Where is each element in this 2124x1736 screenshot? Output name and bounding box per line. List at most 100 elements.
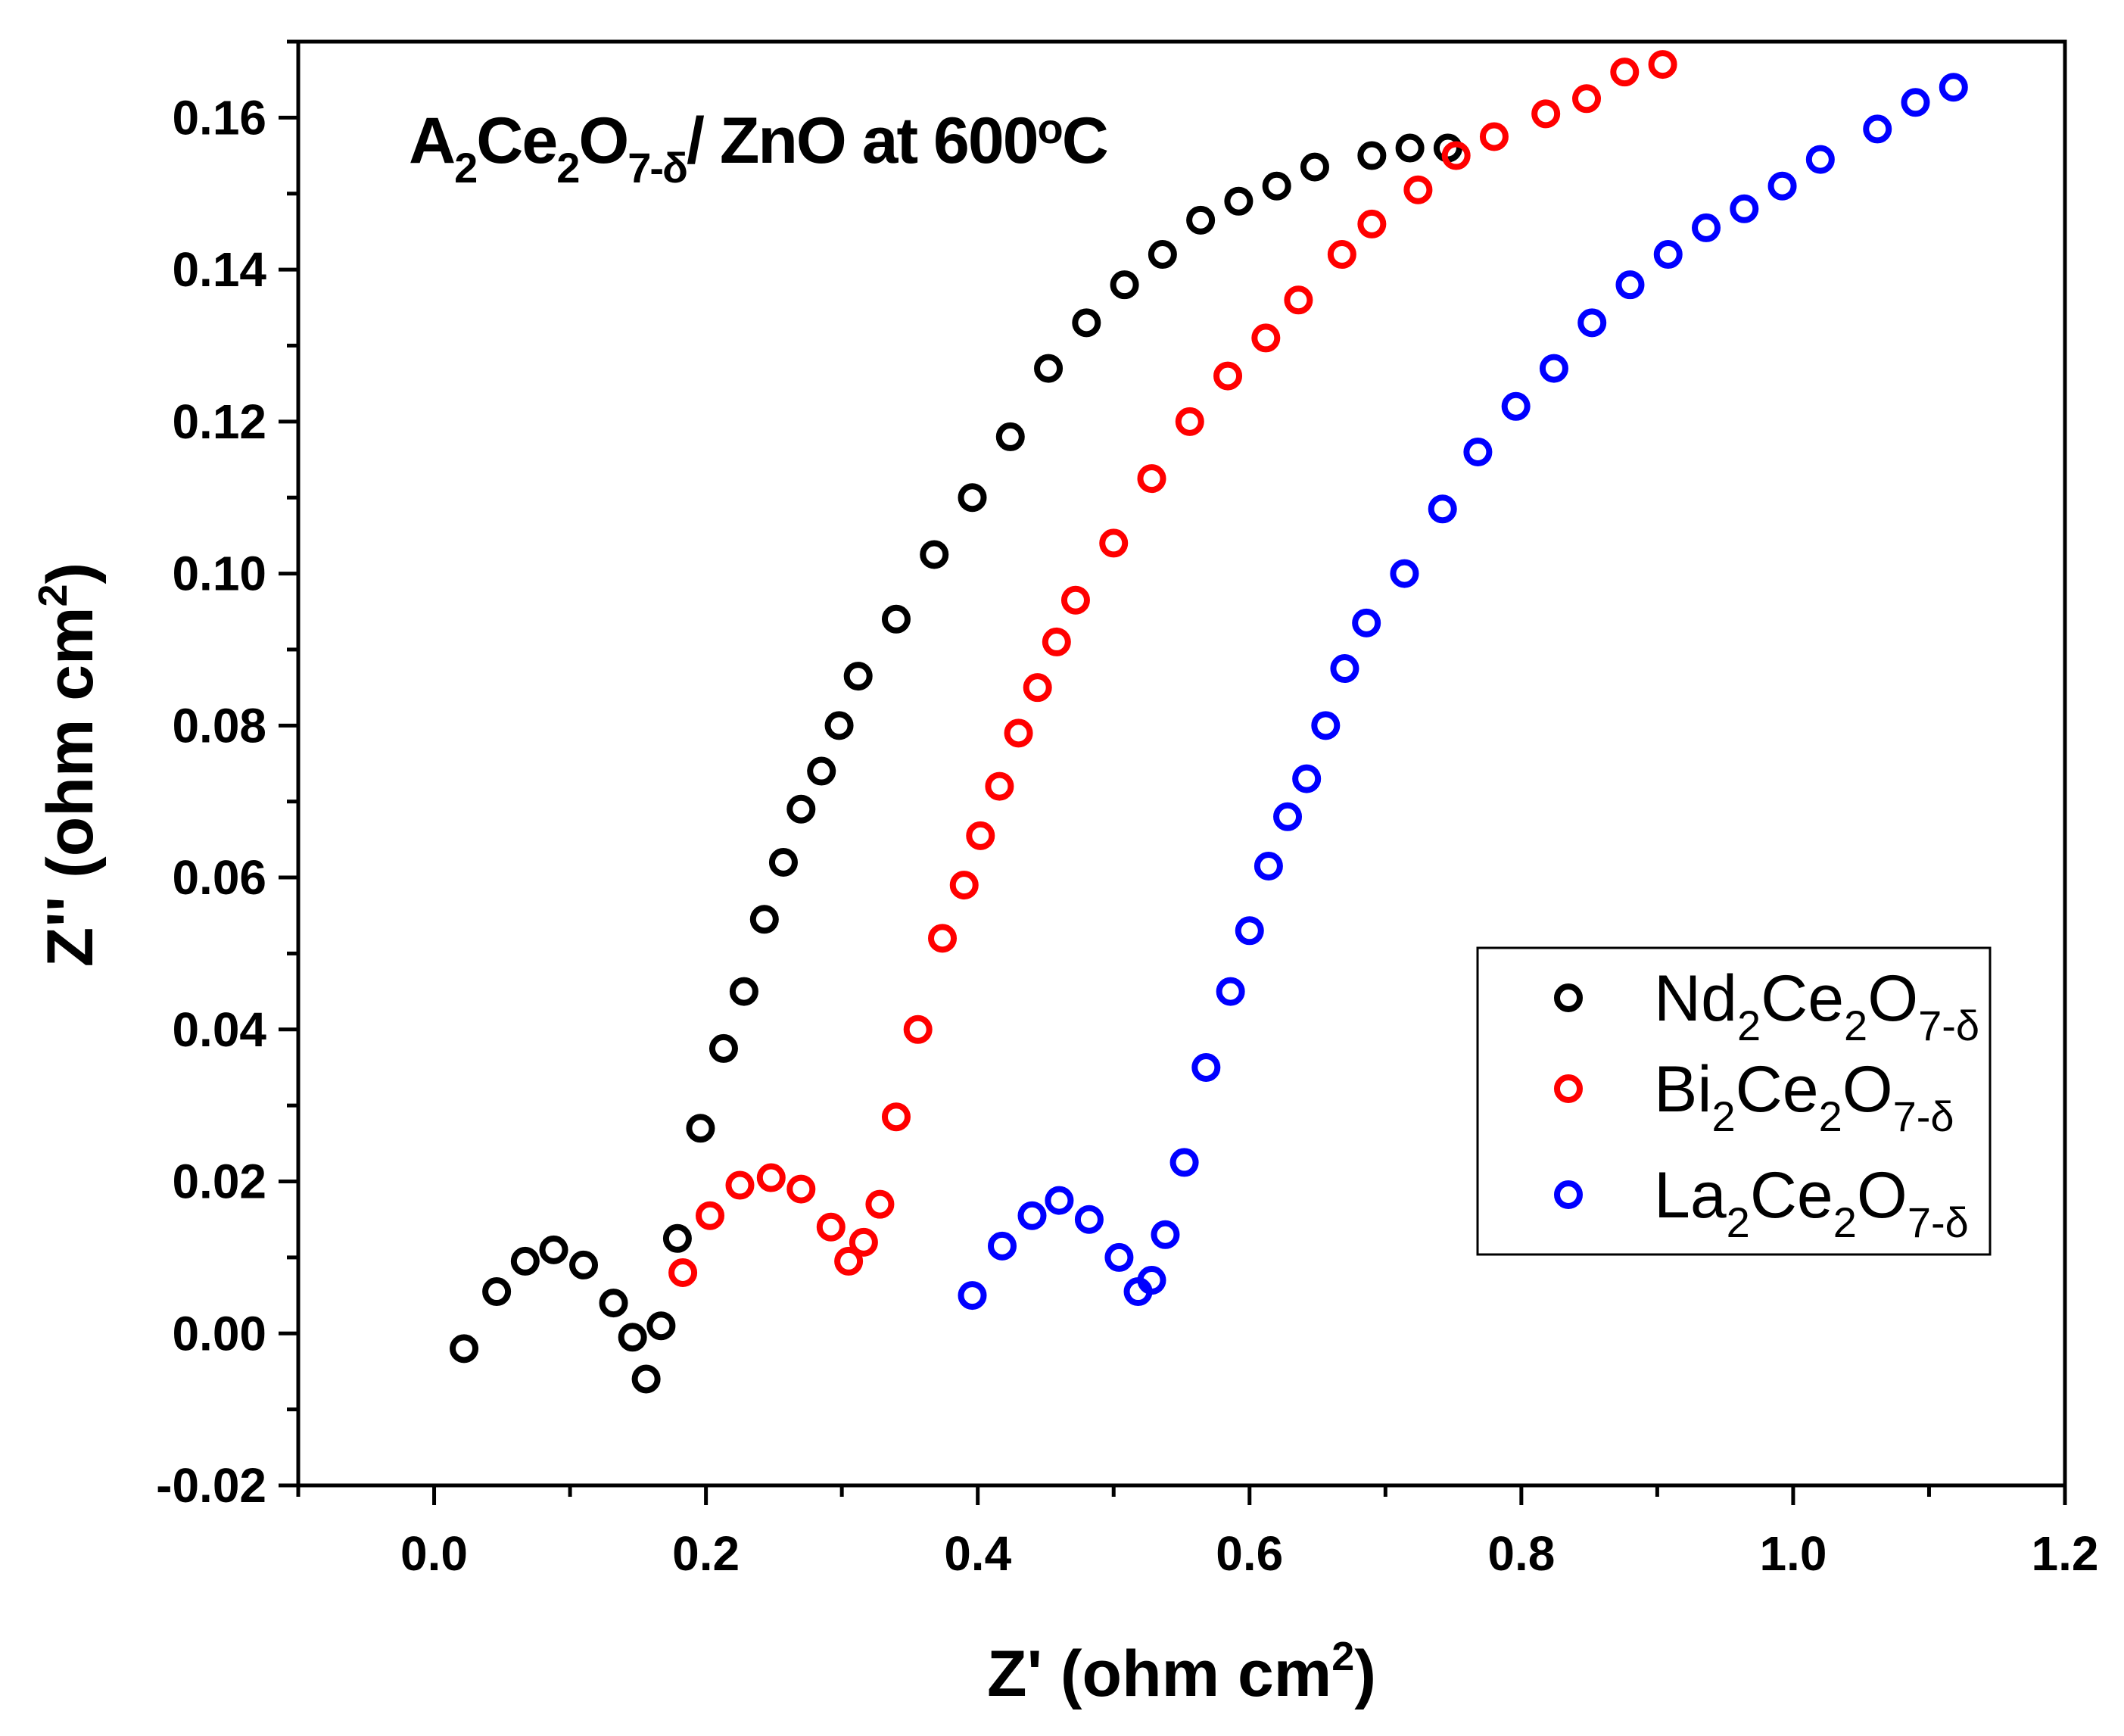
- x-tick-label: 1.0: [1759, 1526, 1827, 1581]
- legend-label: La2Ce2O7-δ: [1654, 1159, 1969, 1246]
- y-tick-label: 0.12: [172, 394, 266, 449]
- data-point: [985, 771, 1014, 801]
- data-point: [482, 1277, 512, 1307]
- y-tick-label: 0.08: [172, 698, 266, 753]
- data-point: [1017, 1201, 1047, 1230]
- y-tick-label: 0.06: [172, 850, 266, 905]
- x-tick-label: 0.0: [400, 1526, 468, 1581]
- data-point: [1441, 141, 1471, 170]
- legend-entry: La2Ce2O7-δ: [1554, 1159, 1969, 1246]
- data-point: [1311, 711, 1341, 740]
- data-point: [756, 1163, 786, 1192]
- data-point: [1615, 270, 1645, 300]
- data-point: [1254, 851, 1283, 880]
- x-tick-label: 0.8: [1487, 1526, 1555, 1581]
- data-point: [1531, 99, 1561, 129]
- legend-label: Bi2Ce2O7-δ: [1654, 1053, 1954, 1140]
- x-tick-label: 0.2: [672, 1526, 740, 1581]
- data-point: [1395, 133, 1425, 163]
- data-point: [1169, 1148, 1199, 1177]
- data-point: [569, 1250, 599, 1279]
- data-point: [1074, 1205, 1104, 1234]
- chart-title: A2Ce2O7-δ/ ZnO at 600oC: [409, 104, 1107, 192]
- data-point: [1390, 559, 1419, 588]
- plot-frame: [296, 39, 2067, 1488]
- data-point: [1730, 194, 1759, 223]
- y-tick-label: 0.04: [172, 1002, 266, 1057]
- data-point: [1042, 627, 1071, 656]
- data-point: [1403, 175, 1433, 204]
- data-point: [1767, 171, 1797, 201]
- data-point: [1186, 205, 1216, 235]
- y-tick-label: 0.00: [172, 1306, 266, 1360]
- data-point: [1292, 764, 1322, 793]
- y-tick-label: 0.16: [172, 90, 266, 145]
- data-point: [1137, 1266, 1166, 1295]
- data-point: [1151, 1220, 1180, 1249]
- data-point: [881, 1102, 911, 1132]
- data-point: [662, 1223, 692, 1253]
- data-point: [1216, 977, 1245, 1006]
- data-point: [1863, 114, 1892, 144]
- legend-marker: [1554, 983, 1583, 1012]
- data-point: [1300, 152, 1329, 182]
- data-point: [668, 1258, 698, 1287]
- data-point: [1004, 718, 1033, 748]
- data-point: [1572, 84, 1602, 114]
- data-point: [1330, 654, 1359, 684]
- data-point: [1901, 88, 1930, 117]
- data-point: [618, 1323, 647, 1352]
- data-point: [539, 1235, 568, 1264]
- series-0: [450, 133, 1462, 1394]
- data-point: [1023, 673, 1052, 703]
- major-ticks: [279, 115, 2067, 1505]
- data-point: [1357, 209, 1387, 238]
- data-point: [881, 604, 911, 634]
- data-point: [1235, 916, 1264, 946]
- data-point: [646, 1311, 676, 1341]
- data-point: [1273, 802, 1303, 831]
- y-axis-title: Z'' (ohm cm2): [30, 563, 107, 967]
- y-tick-label: 0.14: [172, 242, 266, 297]
- data-point: [1352, 608, 1381, 637]
- data-point: [1137, 464, 1166, 494]
- y-tick-labels: -0.02 0.00 0.02 0.04 0.06 0.08 0.10 0.12 0.14 0.1…: [156, 90, 266, 1513]
- data-point: [988, 1231, 1017, 1261]
- data-point: [1539, 354, 1568, 383]
- data-point: [1501, 391, 1531, 421]
- data-point: [1577, 308, 1607, 338]
- data-point: [1653, 240, 1683, 270]
- y-tick-label: -0.02: [156, 1458, 266, 1513]
- legend-entry: Bi2Ce2O7-δ: [1554, 1053, 1954, 1140]
- data-point: [903, 1014, 933, 1044]
- data-point: [1251, 323, 1281, 353]
- data-point: [1045, 1186, 1074, 1215]
- data-point: [1357, 141, 1387, 170]
- data-point: [1110, 270, 1139, 300]
- data-point: [1060, 585, 1090, 615]
- data-point: [1262, 171, 1291, 201]
- data-point: [1148, 240, 1177, 270]
- data-point: [1224, 186, 1254, 216]
- data-point: [1099, 528, 1129, 558]
- data-point: [631, 1364, 661, 1394]
- legend-label: Nd2Ce2O7-δ: [1654, 962, 1979, 1049]
- data-points: [450, 50, 1968, 1394]
- data-point: [1610, 58, 1640, 87]
- data-point: [1479, 122, 1509, 151]
- data-point: [1072, 308, 1101, 338]
- data-point: [599, 1289, 628, 1318]
- data-point: [920, 540, 949, 569]
- data-point: [729, 977, 758, 1006]
- x-tick-label: 0.4: [944, 1526, 1011, 1581]
- data-point: [1428, 494, 1457, 524]
- data-point: [510, 1246, 540, 1276]
- x-tick-labels: 0.0 0.2 0.4 0.6 0.8 1.0 1.2: [400, 1526, 2098, 1581]
- x-tick-label: 1.2: [2032, 1526, 2099, 1581]
- data-point: [958, 483, 987, 513]
- data-point: [949, 871, 979, 900]
- y-tick-label: 0.02: [172, 1155, 266, 1209]
- data-point: [843, 662, 873, 691]
